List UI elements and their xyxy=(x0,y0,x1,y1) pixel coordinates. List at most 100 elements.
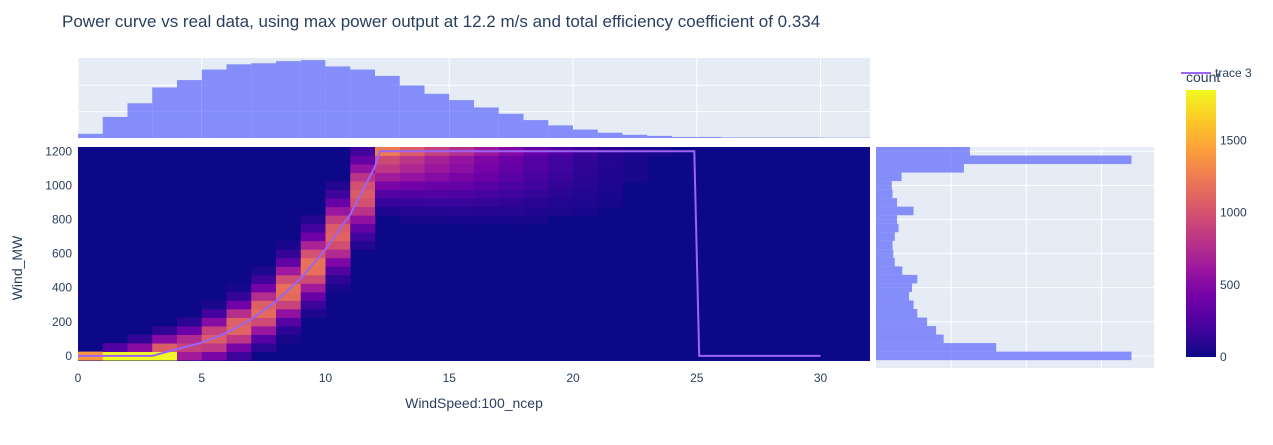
heatmap-cell xyxy=(548,155,574,165)
colorbar-tick-label: 0 xyxy=(1220,350,1227,364)
marginal-y-histogram xyxy=(876,147,1132,361)
heatmap-cell xyxy=(375,164,401,173)
heatmap-cell xyxy=(474,215,500,225)
marginal-y-bar xyxy=(876,189,893,199)
heatmap-cell xyxy=(424,172,450,182)
marginal-y-bar xyxy=(876,266,903,275)
heatmap-cell xyxy=(226,317,252,327)
heatmap-cell xyxy=(597,155,623,165)
legend[interactable]: trace 3 xyxy=(1181,66,1252,80)
heatmap-cell xyxy=(449,206,475,216)
marginal-x-histogram xyxy=(78,60,870,139)
heatmap-cell xyxy=(276,257,302,267)
x-tick-label: 20 xyxy=(566,371,580,385)
marginal-y-bar xyxy=(876,343,997,352)
marginal-x-bar xyxy=(696,136,722,138)
marginal-y-bar xyxy=(876,300,914,309)
heatmap-cell xyxy=(201,300,227,310)
heatmap-cell xyxy=(573,164,599,173)
colorbar-title: count xyxy=(1186,69,1220,85)
heatmap-cell xyxy=(548,181,574,191)
heatmap-cell xyxy=(548,164,574,173)
heatmap-cell xyxy=(177,334,203,344)
heatmap-cell xyxy=(449,155,475,165)
heatmap-cell xyxy=(523,206,549,216)
y-tick-label: 1200 xyxy=(45,144,72,158)
heatmap-cell xyxy=(276,283,302,293)
heatmap-cell xyxy=(325,206,351,216)
heatmap-cell xyxy=(498,172,524,182)
heatmap-cell xyxy=(399,206,425,216)
heatmap-cell xyxy=(424,181,450,191)
heatmap-cell xyxy=(325,249,351,259)
marginal-y-bar xyxy=(876,240,893,250)
legend-label-trace-3: trace 3 xyxy=(1215,66,1252,80)
marginal-x-bar xyxy=(449,100,474,138)
heatmap-cell xyxy=(177,343,203,353)
heatmap-cell xyxy=(350,172,376,182)
heatmap-cell xyxy=(449,198,475,208)
heatmap-cell xyxy=(201,334,227,344)
heatmap-cell xyxy=(201,308,227,318)
heatmap-cell xyxy=(597,181,623,191)
heatmap-cell xyxy=(573,172,599,182)
heatmap-cell xyxy=(424,164,450,173)
heatmap-cell xyxy=(325,266,351,276)
marginal-y-bar xyxy=(876,206,914,216)
heatmap-cell xyxy=(226,291,252,301)
heatmap-cell xyxy=(375,172,401,182)
marginal-x-bar xyxy=(721,137,747,138)
heatmap-cell xyxy=(201,326,227,335)
heatmap-cell xyxy=(276,300,302,310)
heatmap-cell xyxy=(474,172,500,182)
x-tick-label: 0 xyxy=(75,371,82,385)
heatmap-cell xyxy=(251,283,277,293)
heatmap-cell xyxy=(201,343,227,353)
heatmap-cell xyxy=(350,155,376,165)
heatmap-cell xyxy=(449,215,475,225)
heatmap-cell xyxy=(399,164,425,173)
heatmap-cell xyxy=(474,164,500,173)
heatmap-cell xyxy=(350,198,376,208)
heatmap-cell xyxy=(573,181,599,191)
marginal-y-bar xyxy=(876,326,937,335)
marginal-y-bar xyxy=(876,283,913,292)
heatmap-cell xyxy=(449,189,475,199)
heatmap-cell xyxy=(375,181,401,191)
marginal-x-bar xyxy=(201,69,227,138)
marginal-y-bar xyxy=(876,155,1132,165)
heatmap-cell xyxy=(399,181,425,191)
heatmap-cell xyxy=(498,215,524,225)
marginal-x-bar xyxy=(300,60,326,138)
heatmap-cell xyxy=(597,198,623,208)
heatmap-cell xyxy=(498,206,524,216)
heatmap-cell xyxy=(251,317,277,327)
heatmap-cell xyxy=(325,283,351,293)
heatmap-cell xyxy=(498,189,524,199)
heatmap-cell xyxy=(597,164,623,173)
heatmap-cell xyxy=(325,181,351,191)
y-axis-label: Wind_MW xyxy=(9,235,25,300)
x-axis-ticks: 0 5 10 15 20 25 30 xyxy=(75,371,828,385)
heatmap-cell xyxy=(300,266,326,276)
heatmap-cell xyxy=(424,155,450,165)
heatmap-cell xyxy=(251,266,277,276)
heatmap-cell xyxy=(597,172,623,182)
heatmap-cell xyxy=(399,155,425,165)
colorbar-tick-label: 1000 xyxy=(1220,206,1247,220)
marginal-y-bar xyxy=(876,172,902,182)
heatmap-cell xyxy=(276,291,302,301)
heatmap-cell xyxy=(276,308,302,318)
heatmap-cell xyxy=(300,300,326,310)
marginal-x-bar xyxy=(325,66,351,138)
heatmap-cell xyxy=(201,317,227,327)
heatmap-cell xyxy=(449,164,475,173)
marginal-x-bar xyxy=(597,132,623,138)
heatmap-cell xyxy=(300,223,326,233)
marginal-y-bar xyxy=(876,164,964,173)
heatmap-cell xyxy=(375,198,401,208)
x-tick-label: 10 xyxy=(319,371,333,385)
marginal-y-bar xyxy=(876,351,1132,361)
heatmap-cell xyxy=(375,155,401,165)
heatmap-cell xyxy=(300,240,326,250)
